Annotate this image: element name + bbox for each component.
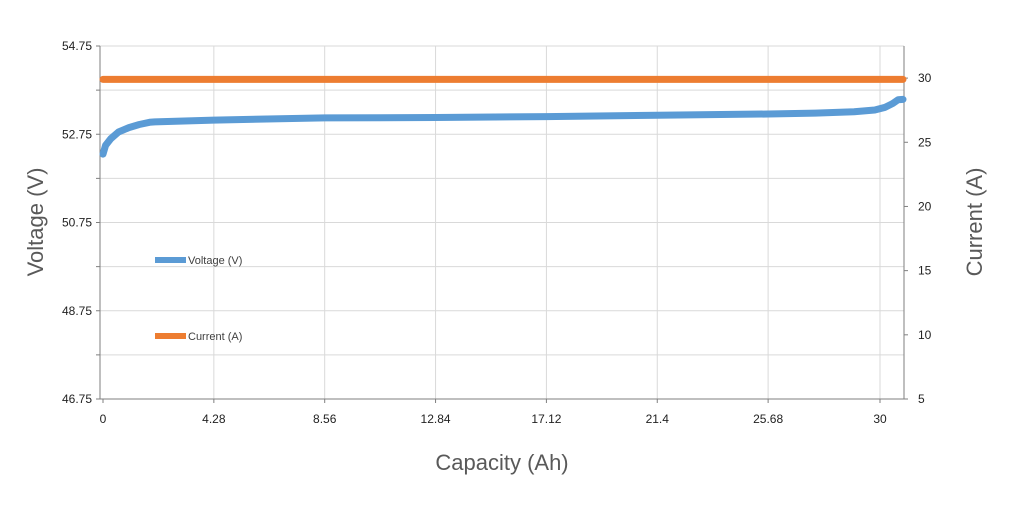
y-tick-label: 52.75 xyxy=(62,127,92,141)
y2-axis-ticks: 5 10 15 20 25 30 xyxy=(904,71,932,406)
voltage-series-line xyxy=(99,95,907,158)
x-tick-label: 0 xyxy=(100,412,107,426)
y-tick-label: 46.75 xyxy=(62,392,92,406)
y-axis-title: Voltage (V) xyxy=(23,168,48,277)
y-tick-label: 48.75 xyxy=(62,304,92,318)
x-tick-label: 21.4 xyxy=(646,412,670,426)
y2-tick-label: 30 xyxy=(918,71,932,85)
y2-tick-label: 20 xyxy=(918,199,932,213)
y-tick-label: 54.75 xyxy=(62,39,92,53)
y2-tick-label: 25 xyxy=(918,135,932,149)
x-axis-ticks: 0 4.28 8.56 12.84 17.12 21.4 25.68 30 xyxy=(100,399,887,426)
y2-tick-label: 10 xyxy=(918,328,932,342)
x-axis-title: Capacity (Ah) xyxy=(435,450,568,475)
x-tick-label: 12.84 xyxy=(421,412,451,426)
x-tick-label: 30 xyxy=(873,412,887,426)
legend: Voltage (V) Current (A) xyxy=(155,255,242,343)
y-tick-label: 50.75 xyxy=(62,216,92,230)
x-tick-label: 17.12 xyxy=(531,412,561,426)
x-tick-label: 8.56 xyxy=(313,412,337,426)
y2-tick-label: 5 xyxy=(918,392,925,406)
series-lines xyxy=(99,75,907,158)
legend-label: Voltage (V) xyxy=(188,255,242,267)
legend-label: Current (A) xyxy=(188,331,242,343)
x-tick-label: 25.68 xyxy=(753,412,783,426)
y2-tick-label: 15 xyxy=(918,264,932,278)
y2-axis-title: Current (A) xyxy=(962,168,987,277)
grid-lines xyxy=(100,45,904,400)
y-axis-ticks: 46.75 48.75 50.75 52.75 54.75 xyxy=(62,39,100,406)
x-tick-label: 4.28 xyxy=(202,412,226,426)
